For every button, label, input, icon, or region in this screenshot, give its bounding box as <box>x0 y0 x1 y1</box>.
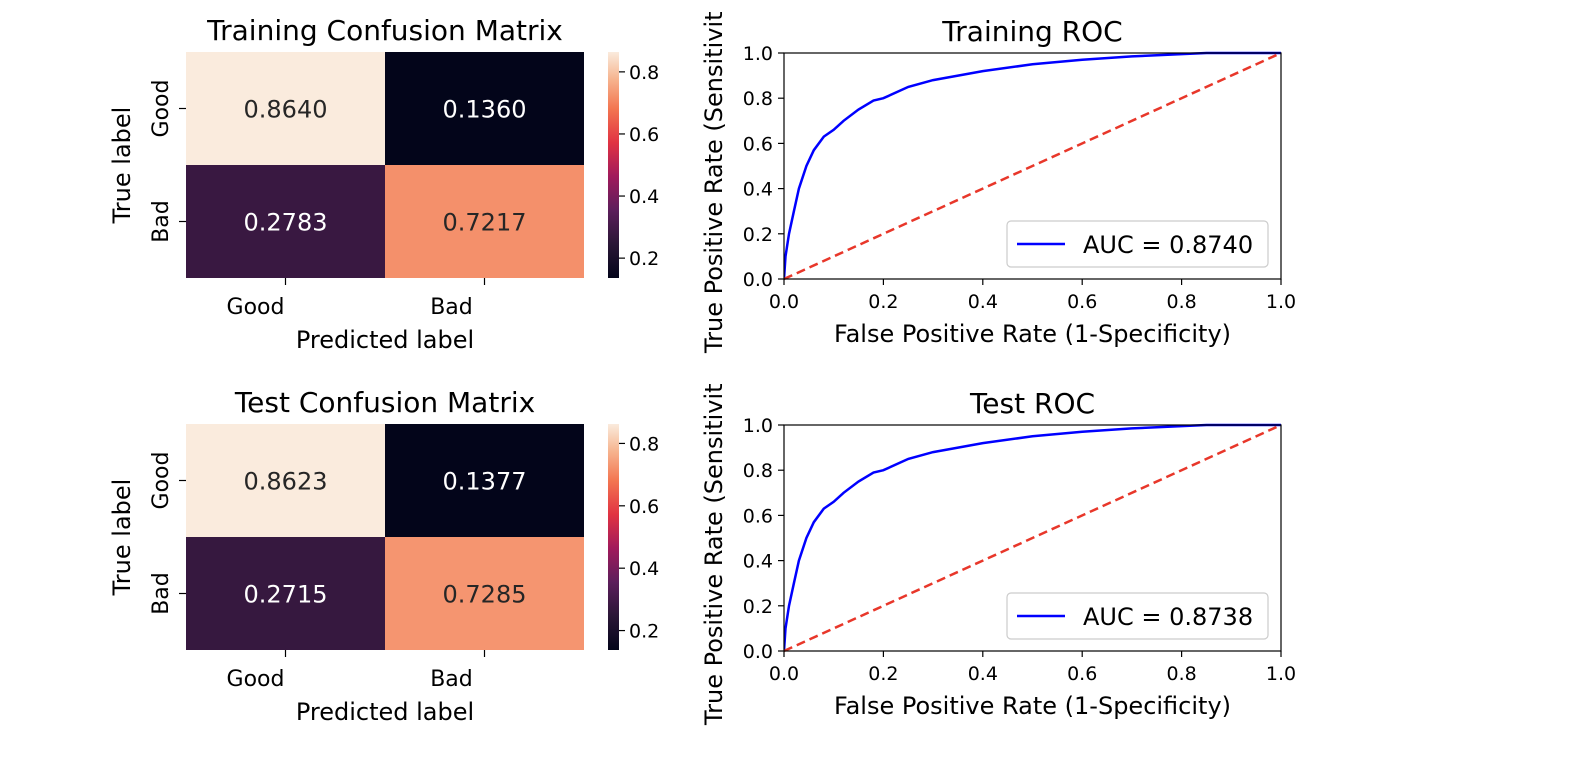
confusion-matrix-0: Training Confusion Matrix 0.8640 0.1360 0.2… <box>108 14 659 354</box>
x-tick-label: 0.2 <box>868 663 898 685</box>
y-tick-label: Good <box>149 80 174 138</box>
y-tick-label: Good <box>149 452 174 510</box>
y-tick-label: 0.0 <box>743 641 773 663</box>
y-tick-label: Bad <box>149 572 174 615</box>
cell-value-label: 0.1360 <box>443 96 527 124</box>
roc-title: Training ROC <box>941 15 1122 48</box>
y-tick-label: 0.2 <box>743 596 773 618</box>
colorbar <box>608 424 619 650</box>
colorbar-tick-label: 0.2 <box>629 621 659 643</box>
colorbar-tick-label: 0.2 <box>629 248 659 270</box>
x-tick-label: Bad <box>430 295 473 320</box>
legend-box <box>1006 220 1269 268</box>
cell-value-label: 0.7217 <box>443 209 527 237</box>
colorbar <box>608 52 619 278</box>
cell-value-label: 0.8623 <box>244 468 328 496</box>
heatmap-cell <box>186 52 385 165</box>
y-tick-label: 0.8 <box>743 460 773 482</box>
x-tick-label: 0.6 <box>1067 663 1097 685</box>
y-tick-label: 0.6 <box>743 133 773 155</box>
x-tick-label: 0.6 <box>1067 291 1097 313</box>
y-tick-label: 0.4 <box>743 179 773 201</box>
plot-frame <box>783 424 1282 652</box>
y-axis-label: True Positive Rate (Sensitivit <box>700 11 728 354</box>
x-tick-label: Good <box>227 667 285 692</box>
colorbar-tick-label: 0.8 <box>629 62 659 84</box>
heatmap-cell <box>186 537 385 650</box>
roc-chart-1: Training ROC 0.0 0.2 0.4 0.6 0.8 1.0 0.0 0.2 0.4 0… <box>700 11 1296 354</box>
roc-chart-3: Test ROC 0.0 0.2 0.4 0.6 0.8 1.0 0.0 0.2 0.4 0.6 0.… <box>700 383 1296 726</box>
y-tick-label: 0.2 <box>743 224 773 246</box>
y-tick-label: 1.0 <box>743 415 773 437</box>
diagonal-reference-line <box>784 51 1282 281</box>
colorbar-tick-label: 0.8 <box>629 433 659 455</box>
y-tick-label: 0.0 <box>743 269 773 291</box>
x-tick-label: 0.0 <box>769 291 799 313</box>
heatmap-cell <box>385 52 584 165</box>
plot-frame <box>783 52 1282 280</box>
confusion-matrix-2: Test Confusion Matrix 0.8623 0.1377 0.2715 0… <box>108 386 659 726</box>
legend-label: AUC = 0.8740 <box>1083 231 1253 259</box>
heatmap-title: Test Confusion Matrix <box>234 386 535 419</box>
y-tick-label: 0.8 <box>743 88 773 110</box>
heatmap-cell <box>385 165 584 278</box>
y-tick-label: 0.6 <box>743 505 773 527</box>
x-tick-label: 0.4 <box>968 663 998 685</box>
x-tick-label: 0.8 <box>1166 663 1196 685</box>
cell-value-label: 0.2715 <box>244 581 328 609</box>
legend-label: AUC = 0.8738 <box>1083 603 1253 631</box>
x-tick-label: 0.0 <box>769 663 799 685</box>
cell-value-label: 0.2783 <box>244 209 328 237</box>
y-tick-label: 0.4 <box>743 551 773 573</box>
x-axis-label: Predicted label <box>296 698 474 726</box>
heatmap-cell <box>186 424 385 537</box>
legend: AUC = 0.8738 <box>1006 592 1269 640</box>
y-tick-label: Bad <box>149 200 174 243</box>
y-axis-label: True label <box>108 479 136 597</box>
roc-curve <box>784 51 1281 280</box>
x-tick-label: 0.8 <box>1166 291 1196 313</box>
y-tick-label: 1.0 <box>743 43 773 65</box>
colorbar-tick-label: 0.6 <box>629 496 659 518</box>
x-tick-label: Bad <box>430 667 473 692</box>
diagonal-reference-line <box>784 423 1282 653</box>
x-tick-label: Good <box>227 295 285 320</box>
x-tick-label: 1.0 <box>1266 291 1296 313</box>
legend-box <box>1006 592 1269 640</box>
x-axis-label: False Positive Rate (1-Specificity) <box>834 320 1231 348</box>
heatmap-cell <box>186 165 385 278</box>
cell-value-label: 0.1377 <box>443 468 527 496</box>
cell-value-label: 0.8640 <box>244 96 328 124</box>
cell-value-label: 0.7285 <box>443 581 527 609</box>
x-tick-label: 0.4 <box>968 291 998 313</box>
colorbar-tick-label: 0.4 <box>629 186 659 208</box>
x-axis-label: Predicted label <box>296 326 474 354</box>
y-axis-label: True Positive Rate (Sensitivit <box>700 383 728 726</box>
roc-curve <box>784 423 1281 652</box>
x-tick-label: 1.0 <box>1266 663 1296 685</box>
heatmap-cell <box>385 537 584 650</box>
x-axis-label: False Positive Rate (1-Specificity) <box>834 692 1231 720</box>
y-axis-label: True label <box>108 107 136 225</box>
heatmap-cell <box>385 424 584 537</box>
heatmap-title: Training Confusion Matrix <box>206 14 563 47</box>
colorbar-tick-label: 0.4 <box>629 558 659 580</box>
legend: AUC = 0.8740 <box>1006 220 1269 268</box>
colorbar-tick-label: 0.6 <box>629 124 659 146</box>
roc-title: Test ROC <box>969 387 1095 420</box>
x-tick-label: 0.2 <box>868 291 898 313</box>
